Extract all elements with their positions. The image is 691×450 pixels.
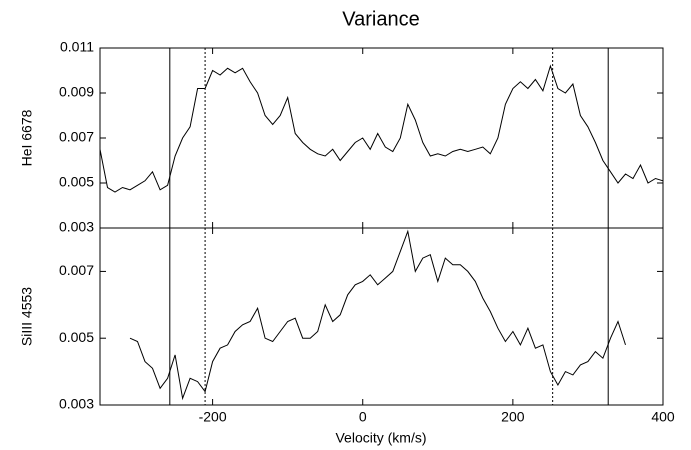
plot-frame: [99, 227, 664, 406]
y-tick-label: 0.009: [59, 84, 94, 100]
y-tick-label: 0.003: [59, 219, 94, 235]
data-line: [99, 64, 664, 193]
data-line: [129, 229, 626, 401]
x-tick-label: 400: [651, 409, 675, 425]
x-tick-label: 0: [359, 409, 367, 425]
y-tick-label: 0.005: [59, 174, 94, 190]
y-tick-label: 0.007: [59, 262, 94, 278]
x-tick-label: -200: [199, 409, 227, 425]
y-tick-label: 0.007: [59, 129, 94, 145]
y-axis-label: HeI 6678: [19, 109, 35, 166]
x-axis-label: Velocity (km/s): [335, 430, 426, 446]
plot-frame: [99, 47, 664, 229]
y-axis-label: SiIII 4553: [19, 287, 35, 346]
y-tick-label: 0.003: [59, 396, 94, 412]
y-tick-label: 0.005: [59, 329, 94, 345]
chart-title: Variance: [342, 8, 419, 30]
x-tick-label: 200: [501, 409, 525, 425]
y-tick-label: 0.011: [60, 39, 94, 55]
